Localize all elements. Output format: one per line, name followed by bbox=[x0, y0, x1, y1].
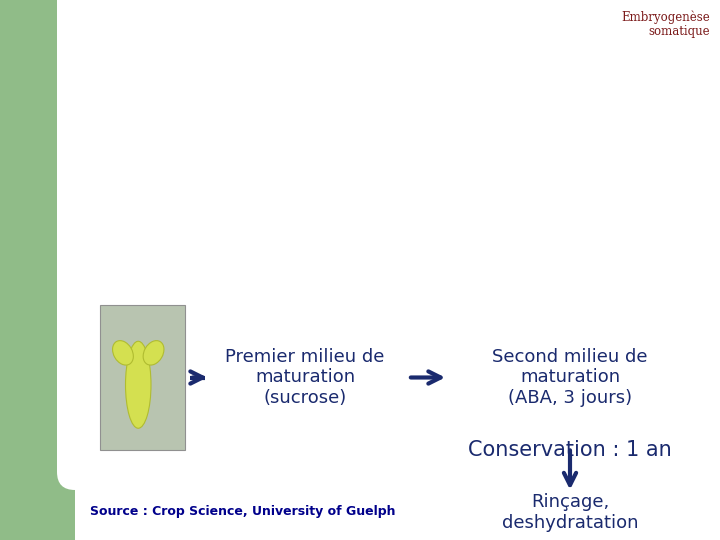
Ellipse shape bbox=[125, 341, 151, 428]
Text: Source : Crop Science, University of Guelph: Source : Crop Science, University of Gue… bbox=[90, 505, 395, 518]
Text: Premier milieu de
maturation
(sucrose): Premier milieu de maturation (sucrose) bbox=[225, 348, 384, 407]
FancyBboxPatch shape bbox=[57, 0, 85, 48]
Bar bbox=[100, 305, 185, 450]
Text: Embryogenèse
somatique: Embryogenèse somatique bbox=[621, 10, 710, 38]
Bar bbox=[0, 0, 75, 540]
Text: Conservation : 1 an: Conservation : 1 an bbox=[468, 440, 672, 460]
Text: Rinçage,
deshydratation: Rinçage, deshydratation bbox=[502, 493, 638, 532]
Text: Second milieu de
maturation
(ABA, 3 jours): Second milieu de maturation (ABA, 3 jour… bbox=[492, 348, 648, 407]
Ellipse shape bbox=[112, 341, 133, 365]
Ellipse shape bbox=[143, 341, 164, 365]
FancyBboxPatch shape bbox=[57, 0, 720, 490]
